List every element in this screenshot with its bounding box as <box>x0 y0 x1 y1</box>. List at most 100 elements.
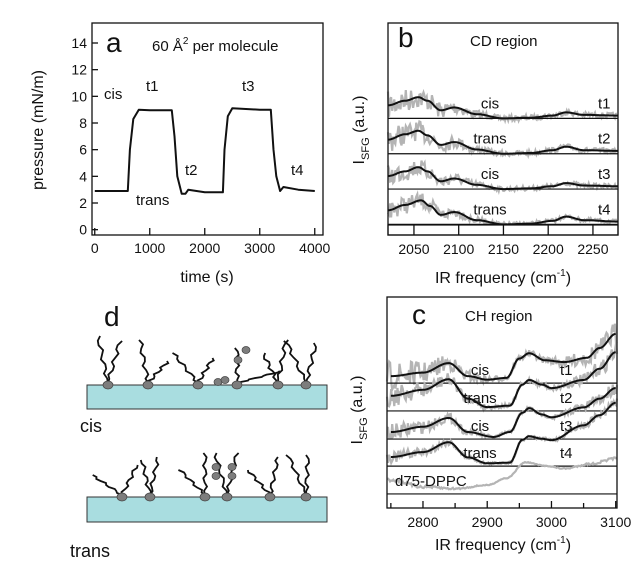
lipid-tail <box>201 452 209 496</box>
trace-label-state: trans <box>463 390 496 407</box>
panel-a: 0 2 4 6 8 10 12 14 0 1000 2000 3000 4000 a 60 Å2 per… <box>30 22 331 286</box>
panel-c: 2800 2900 3000 3100 c CH region cis t1 trans t… <box>349 296 631 554</box>
x-tick-label: 2250 <box>577 241 608 257</box>
y-tick-label: 4 <box>79 168 87 184</box>
label-t2: t2 <box>185 162 198 179</box>
raw-spectrum-reference <box>386 456 618 491</box>
x-tick-label: 0 <box>91 240 99 256</box>
lipid-tail <box>247 469 271 496</box>
panel-b: 2050 2100 2150 2200 2250 b CD region cis t1 tr… <box>351 22 619 287</box>
headgroup <box>300 380 312 390</box>
azobenzene-group <box>227 463 237 471</box>
lipid-tail <box>149 456 160 496</box>
fit-curve-t2 <box>390 351 617 409</box>
x-axis-label: time (s) <box>180 269 233 286</box>
azobenzene-group <box>211 463 221 471</box>
headgroup <box>192 380 204 390</box>
panel-b-letter: b <box>398 22 414 53</box>
azobenzene-group <box>241 346 251 354</box>
x-tick-label: 3000 <box>536 514 567 530</box>
label-t4: t4 <box>291 162 304 179</box>
lipid-tail <box>120 464 139 496</box>
lipid-tail <box>96 335 109 384</box>
lipid-tail <box>285 454 307 496</box>
trace-label-state: trans <box>463 445 496 462</box>
headgroup <box>144 492 156 502</box>
headgroup <box>102 380 114 390</box>
panel-c-title: CH region <box>465 308 533 325</box>
lipid-tail <box>304 454 310 496</box>
y-tick-label: 8 <box>79 115 87 131</box>
lipid-tail <box>178 469 206 496</box>
y-axis-label: ISFG (a.u.) <box>351 96 372 165</box>
y-tick-label: 6 <box>79 142 87 158</box>
panel-b-frame <box>387 22 619 236</box>
azobenzene-group <box>233 356 243 364</box>
trace-label-time: t3 <box>560 418 573 435</box>
lipid-tail <box>139 459 152 496</box>
fit-curve-t3 <box>387 166 619 191</box>
lipid-tail <box>138 339 150 384</box>
trace-label-time: t2 <box>598 131 611 148</box>
pressure-trace <box>94 107 315 195</box>
fit-curve-t4 <box>390 401 617 465</box>
trace-label-time: t3 <box>598 166 611 183</box>
y-tick-label: 2 <box>79 195 87 211</box>
x-axis-label: IR frequency (cm-1) <box>435 268 571 287</box>
label-t1: t1 <box>146 78 159 95</box>
trace-label-time: t1 <box>560 362 573 379</box>
raw-spectrum-t2 <box>385 343 619 413</box>
panel-c-frame <box>386 296 618 509</box>
trace-label-state: d75-DPPC <box>395 473 467 490</box>
label-trans: trans <box>136 192 169 209</box>
x-tick-label: 2800 <box>407 514 438 530</box>
headgroup <box>272 380 284 390</box>
y-tick-label: 0 <box>79 222 87 238</box>
lipid-tail <box>107 340 123 384</box>
azobenzene-group <box>220 376 230 384</box>
headgroup <box>142 380 154 390</box>
fit-curve-t2 <box>387 129 619 155</box>
fit-curve-t3 <box>390 387 617 438</box>
fit-curve-t1 <box>390 332 617 381</box>
lipid-tail <box>263 352 279 384</box>
lipid-tail <box>305 342 317 384</box>
trace-label-state: cis <box>481 166 499 183</box>
panel-d: d cis trans <box>70 301 328 561</box>
x-tick-label: 1000 <box>134 240 165 256</box>
y-axis-label: ISFG (a.u.) <box>349 376 370 445</box>
headgroup <box>300 492 312 502</box>
lipid-tail <box>236 370 281 384</box>
lipid-tail <box>147 360 170 384</box>
fit-curve-t1 <box>387 96 619 120</box>
headgroup <box>199 492 211 502</box>
x-tick-label: 2000 <box>189 240 220 256</box>
y-tick-label: 12 <box>71 62 87 78</box>
lipid-tail <box>269 456 279 496</box>
trace-label-state: cis <box>471 362 489 379</box>
trace-label-time: t4 <box>560 445 573 462</box>
x-tick-label: 2150 <box>488 241 519 257</box>
azobenzene-group <box>211 472 221 480</box>
lipid-tail <box>196 357 215 384</box>
x-axis-label: IR frequency (cm-1) <box>435 535 571 554</box>
lipid-tail <box>172 352 199 384</box>
y-axis-label: pressure (mN/m) <box>30 70 47 190</box>
trace-label-state: cis <box>471 418 489 435</box>
raw-spectrum-t1 <box>386 88 618 125</box>
panel-a-letter: a <box>106 27 122 58</box>
trace-label-time: t4 <box>598 201 611 218</box>
panel-b-title: CD region <box>470 33 538 50</box>
lipid-tail <box>234 347 241 384</box>
trace-label-state: trans <box>473 131 506 148</box>
lipid-tail <box>283 340 307 384</box>
panel-d-letter: d <box>104 301 120 332</box>
headgroup <box>221 492 233 502</box>
x-tick-label: 3000 <box>244 240 275 256</box>
trace-label-state: trans <box>473 201 506 218</box>
panel-a-annotation: 60 Å2 per molecule <box>152 36 278 55</box>
trace-label-state: cis <box>481 95 499 112</box>
label-t3: t3 <box>242 78 255 95</box>
lipid-tail <box>92 474 123 496</box>
